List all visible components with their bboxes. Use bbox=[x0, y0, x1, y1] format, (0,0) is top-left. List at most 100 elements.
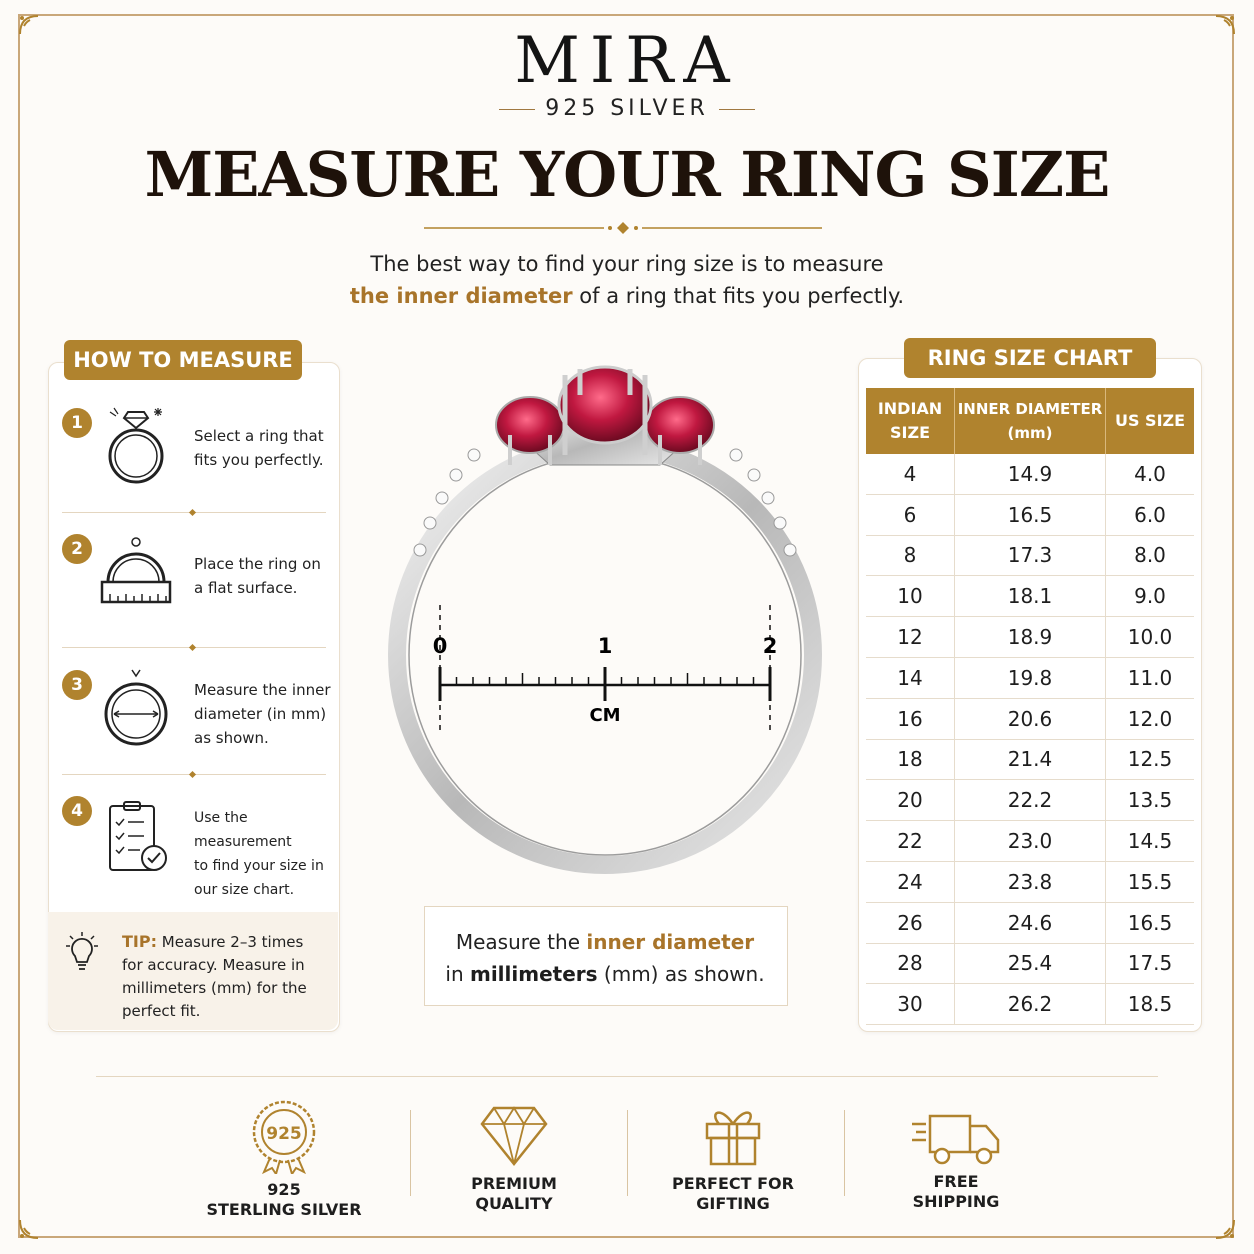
inner-diameter-cell: 23.0 bbox=[954, 820, 1106, 862]
step-line: Measure the inner bbox=[194, 681, 331, 699]
table-row: 24 23.8 15.5 bbox=[866, 861, 1194, 903]
us-size-cell: 8.0 bbox=[1105, 535, 1194, 577]
feature-line: QUALITY bbox=[475, 1194, 553, 1213]
us-size-cell: 9.0 bbox=[1105, 575, 1194, 618]
caption-line-1: Measure the inner diameter bbox=[424, 926, 786, 958]
feature-separator bbox=[844, 1110, 845, 1196]
step-line: to find your size in bbox=[194, 858, 324, 874]
step-1: 1 Select a ring that fits you perfectly. bbox=[48, 404, 338, 504]
table-row: 22 23.0 14.5 bbox=[866, 820, 1194, 862]
inner-diameter-cell: 26.2 bbox=[954, 983, 1106, 1026]
page-title: MEASURE YOUR RING SIZE bbox=[144, 138, 1111, 211]
ruler-ticks bbox=[455, 673, 755, 685]
page-frame bbox=[18, 14, 1234, 1238]
caption-box bbox=[424, 906, 788, 1006]
us-size-cell: 15.5 bbox=[1105, 861, 1194, 903]
header-inner-diameter: INNER DIAMETER (mm) bbox=[954, 388, 1106, 454]
step-line: diameter (in mm) bbox=[194, 705, 327, 723]
table-row: 20 22.2 13.5 bbox=[866, 779, 1194, 822]
intro-highlight: the inner diameter bbox=[349, 284, 573, 308]
feature-text: PERFECT FOR GIFTING bbox=[633, 1174, 833, 1214]
brand-subtitle-text: 925 SILVER bbox=[545, 96, 709, 121]
feature-gifting: PERFECT FOR GIFTING bbox=[633, 1102, 833, 1214]
indian-size-cell: 10 bbox=[866, 575, 955, 618]
indian-size-cell: 24 bbox=[866, 861, 955, 903]
caption-text: (mm) as shown. bbox=[597, 962, 765, 986]
step-3: 3 Measure the inner diameter (in mm) as … bbox=[48, 666, 338, 766]
indian-size-cell: 16 bbox=[866, 698, 955, 740]
table-row: 12 18.9 10.0 bbox=[866, 616, 1194, 658]
feature-line: PERFECT FOR bbox=[672, 1174, 794, 1193]
inner-diameter-cell: 23.8 bbox=[954, 861, 1106, 903]
us-size-cell: 10.0 bbox=[1105, 616, 1194, 658]
measure-caption: Measure the inner diameter in millimeter… bbox=[424, 926, 786, 990]
inner-diameter-cell: 16.5 bbox=[954, 494, 1106, 536]
size-chart-title: RING SIZE CHART bbox=[904, 338, 1156, 378]
ruler-label-2: 2 bbox=[763, 634, 778, 658]
header-us-size: US SIZE bbox=[1105, 388, 1194, 454]
feature-text: PREMIUM QUALITY bbox=[414, 1174, 614, 1214]
lightbulb-icon bbox=[66, 932, 98, 970]
us-size-cell: 17.5 bbox=[1105, 943, 1194, 985]
indian-size-cell: 18 bbox=[866, 739, 955, 781]
table-row: 10 18.1 9.0 bbox=[866, 575, 1194, 618]
feature-text: 925 STERLING SILVER bbox=[184, 1180, 384, 1220]
step-line: fits you perfectly. bbox=[194, 451, 324, 469]
diamond-ring-icon bbox=[108, 407, 164, 484]
ring-illustration: 0 1 2 CM bbox=[388, 365, 822, 874]
us-size-cell: 12.0 bbox=[1105, 698, 1194, 740]
table-row: 28 25.4 17.5 bbox=[866, 943, 1194, 985]
step-line: our size chart. bbox=[194, 882, 295, 898]
table-row: 30 26.2 18.5 bbox=[866, 983, 1194, 1026]
feature-line: PREMIUM bbox=[471, 1174, 557, 1193]
feature-separator bbox=[410, 1110, 411, 1196]
inner-diameter-cell: 25.4 bbox=[954, 943, 1106, 985]
us-size-cell: 18.5 bbox=[1105, 983, 1194, 1026]
title-divider bbox=[424, 222, 822, 234]
table-row: 4 14.9 4.0 bbox=[866, 454, 1194, 495]
tip-box bbox=[48, 912, 338, 1030]
tip-text: TIP: Measure 2–3 times for accuracy. Mea… bbox=[122, 930, 322, 1023]
step-separator bbox=[62, 647, 326, 648]
indian-size-cell: 26 bbox=[866, 902, 955, 944]
step-line: Select a ring that bbox=[194, 427, 324, 445]
indian-size-cell: 22 bbox=[866, 820, 955, 862]
table-row: 14 19.8 11.0 bbox=[866, 657, 1194, 699]
ring-diameter-icon bbox=[104, 669, 168, 746]
ruler-unit: CM bbox=[589, 705, 620, 726]
feature-premium-quality: PREMIUM QUALITY bbox=[414, 1104, 614, 1214]
us-size-cell: 13.5 bbox=[1105, 779, 1194, 822]
table-header-row: INDIAN SIZE INNER DIAMETER (mm) US SIZE bbox=[866, 388, 1194, 454]
feature-line: 925 bbox=[267, 1180, 301, 1199]
intro-text: The best way to find your ring size is t… bbox=[0, 248, 1254, 312]
925-badge-icon: 925 bbox=[252, 1100, 316, 1174]
checklist-icon bbox=[109, 801, 167, 871]
caption-bold: millimeters bbox=[469, 962, 598, 986]
feature-sterling-silver: 925 925 STERLING SILVER bbox=[184, 1098, 384, 1220]
feature-text: FREE SHIPPING bbox=[856, 1172, 1056, 1212]
ruler-label-0: 0 bbox=[433, 634, 448, 658]
feature-free-shipping: FREE SHIPPING bbox=[856, 1110, 1056, 1212]
step-text: Measure the inner diameter (in mm) as sh… bbox=[194, 678, 339, 750]
tip-label: TIP: bbox=[122, 932, 157, 951]
size-chart-body: 4 14.9 4.0 6 16.5 6.0 8 17.3 8.0 10 18.1 9.0 12 18.9 1… bbox=[866, 454, 1194, 1026]
header-line: US SIZE bbox=[1114, 411, 1186, 430]
inner-diameter-cell: 21.4 bbox=[954, 739, 1106, 781]
indian-size-cell: 14 bbox=[866, 657, 955, 699]
indian-size-cell: 8 bbox=[866, 535, 955, 577]
inner-diameter-cell: 24.6 bbox=[954, 902, 1106, 944]
step-text: Use the measurement to find your size in… bbox=[194, 806, 339, 902]
us-size-cell: 11.0 bbox=[1105, 657, 1194, 699]
tip-body: Measure 2–3 times for accuracy. Measure … bbox=[122, 933, 307, 1020]
ruby-side-right bbox=[645, 396, 715, 454]
ruby-center bbox=[557, 365, 653, 445]
feature-line: FREE bbox=[933, 1172, 979, 1191]
feature-line: GIFTING bbox=[696, 1194, 770, 1213]
inner-diameter-cell: 22.2 bbox=[954, 779, 1106, 822]
indian-size-cell: 12 bbox=[866, 616, 955, 658]
step-number: 2 bbox=[62, 534, 92, 564]
table-row: 6 16.5 6.0 bbox=[866, 494, 1194, 536]
corner-ornament-icon bbox=[1215, 1219, 1235, 1239]
step-line: Use the measurement bbox=[194, 810, 292, 850]
